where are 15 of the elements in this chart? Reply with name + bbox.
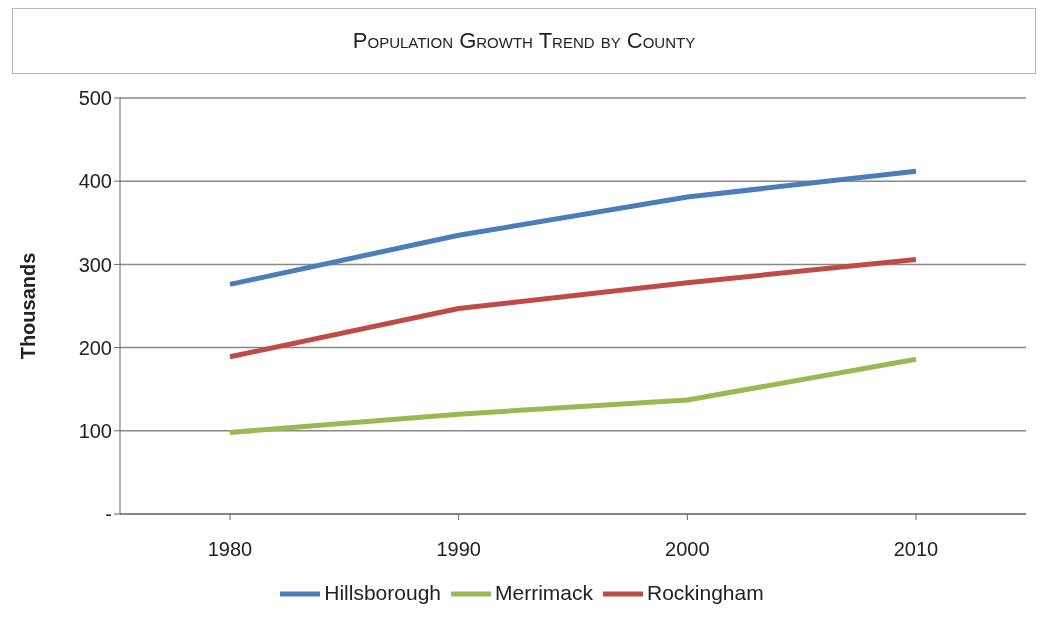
x-tick-label: 2000 <box>665 538 710 561</box>
legend-label: Merrimack <box>495 580 593 604</box>
legend-label: Hillsborough <box>324 580 441 604</box>
y-tick-label: 300 <box>78 253 112 276</box>
y-tick-label: 400 <box>78 170 112 193</box>
chart-title: Population Growth Trend by County <box>12 8 1036 74</box>
y-axis-title: Thousands <box>17 252 40 360</box>
x-tick-label: 1990 <box>436 538 481 561</box>
x-tick-label: 1980 <box>207 538 253 561</box>
y-tick-label: 500 <box>78 87 112 110</box>
x-tick-label: 2010 <box>893 538 939 561</box>
legend-label: Rockingham <box>647 580 764 604</box>
y-tick-label: 100 <box>78 419 112 442</box>
y-tick-label: - <box>105 503 112 526</box>
y-tick-label: 200 <box>78 336 112 359</box>
